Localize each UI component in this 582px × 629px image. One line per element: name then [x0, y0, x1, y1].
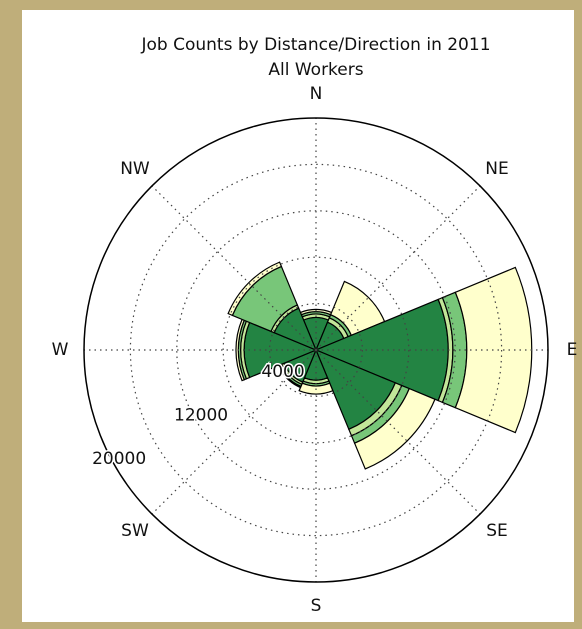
r-tick-label: 4000 — [261, 362, 304, 382]
r-tick-label: 20000 — [92, 449, 146, 469]
chart-subtitle: All Workers — [268, 60, 363, 80]
bar-segment — [454, 266, 533, 434]
grid-circle — [222, 256, 410, 444]
spoke — [151, 349, 317, 515]
bar-segment — [227, 261, 283, 317]
grid-circle — [129, 163, 503, 537]
grid-circle — [176, 210, 456, 490]
direction-label: SE — [486, 521, 508, 541]
spoke — [315, 185, 481, 351]
direction-label: S — [311, 596, 322, 616]
r-tick-label: 12000 — [174, 405, 228, 425]
direction-label: NE — [485, 159, 508, 179]
outer-circle — [83, 117, 549, 583]
direction-label: NW — [120, 159, 150, 179]
direction-label: W — [52, 340, 69, 360]
direction-label: N — [310, 84, 323, 104]
direction-label: E — [567, 340, 578, 360]
grid-circle — [269, 303, 364, 398]
direction-label: SW — [121, 521, 149, 541]
spoke — [151, 185, 317, 351]
chart-title: Job Counts by Distance/Direction in 2011 — [140, 35, 490, 55]
spoke — [315, 349, 481, 515]
